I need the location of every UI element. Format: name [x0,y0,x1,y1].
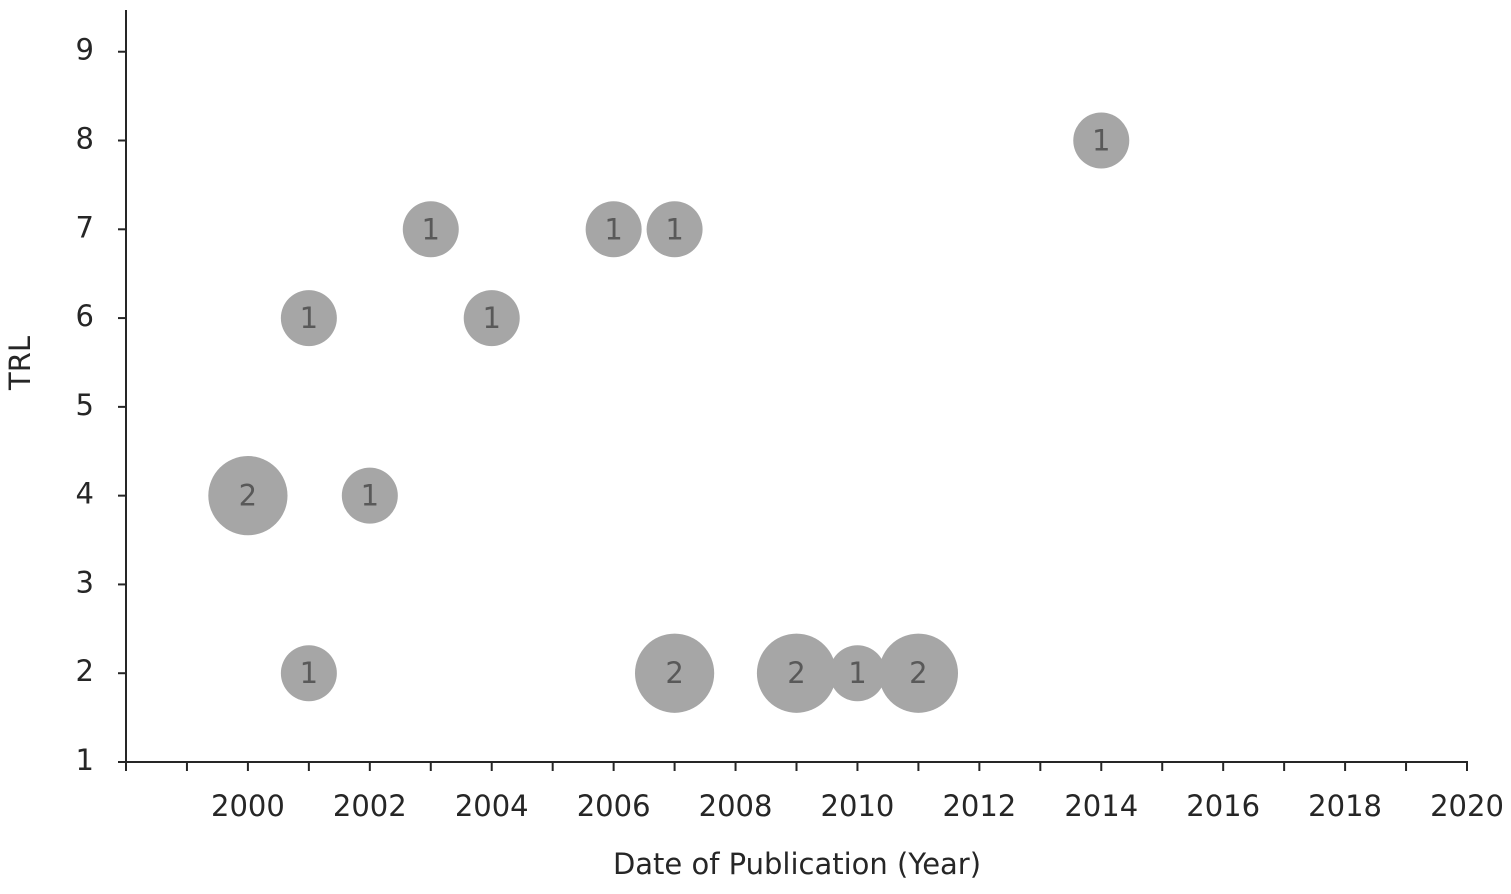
x-tick-label: 2002 [333,789,407,823]
x-axis-title: Date of Publication (Year) [613,847,981,881]
y-tick-label: 1 [76,743,94,777]
bubble [756,633,837,713]
x-tick-label: 2012 [942,789,1016,823]
x-tick-label: 2008 [699,789,773,823]
bubble-label: 1 [848,656,866,690]
y-tick-label: 9 [76,33,94,67]
bubble-label: 2 [665,656,683,690]
bubble [878,633,959,713]
x-tick-label: 2014 [1064,789,1138,823]
bubble [280,645,337,702]
y-tick-label: 8 [76,122,94,156]
y-tick-label: 6 [76,299,94,333]
y-tick-label: 4 [76,477,94,511]
y-tick-label: 2 [76,654,94,688]
bubble-label: 1 [483,301,501,335]
bubble [1073,112,1130,169]
bubble [634,633,715,713]
x-tick-label: 2018 [1308,789,1382,823]
bubble-label: 1 [300,656,318,690]
bubble-label: 1 [604,212,622,246]
bubble [585,201,642,258]
bubble [829,645,886,702]
bubble-label: 1 [300,301,318,335]
x-tick-label: 2004 [455,789,529,823]
y-tick-label: 3 [76,565,94,599]
bubble [280,290,337,347]
x-tick-label: 2010 [821,789,895,823]
bubble [208,456,288,536]
y-tick-label: 7 [76,210,94,244]
x-tick-label: 2006 [577,789,651,823]
bubble-label: 1 [422,212,440,246]
bubble-label: 2 [787,656,805,690]
bubble-label: 1 [361,479,379,513]
bubble [646,201,703,258]
bubble-label: 2 [909,656,927,690]
bubble [341,467,398,524]
bubble-label: 1 [665,212,683,246]
bubble-label: 2 [239,479,257,513]
bubble [402,201,459,258]
x-tick-label: 2000 [211,789,285,823]
x-tick-label: 2016 [1186,789,1260,823]
y-axis-title: TRL [3,336,37,391]
y-tick-label: 5 [76,388,94,422]
bubble-label: 1 [1092,124,1110,158]
bubble [463,290,520,347]
x-tick-label: 2020 [1430,789,1504,823]
